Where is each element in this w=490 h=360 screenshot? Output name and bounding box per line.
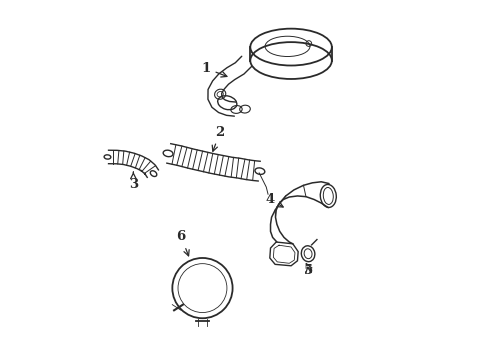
Text: 4: 4 (265, 193, 283, 207)
Text: 5: 5 (303, 264, 313, 277)
Text: 6: 6 (176, 230, 189, 256)
Text: 1: 1 (201, 62, 227, 77)
Text: 2: 2 (212, 126, 225, 151)
Text: 3: 3 (129, 172, 138, 191)
